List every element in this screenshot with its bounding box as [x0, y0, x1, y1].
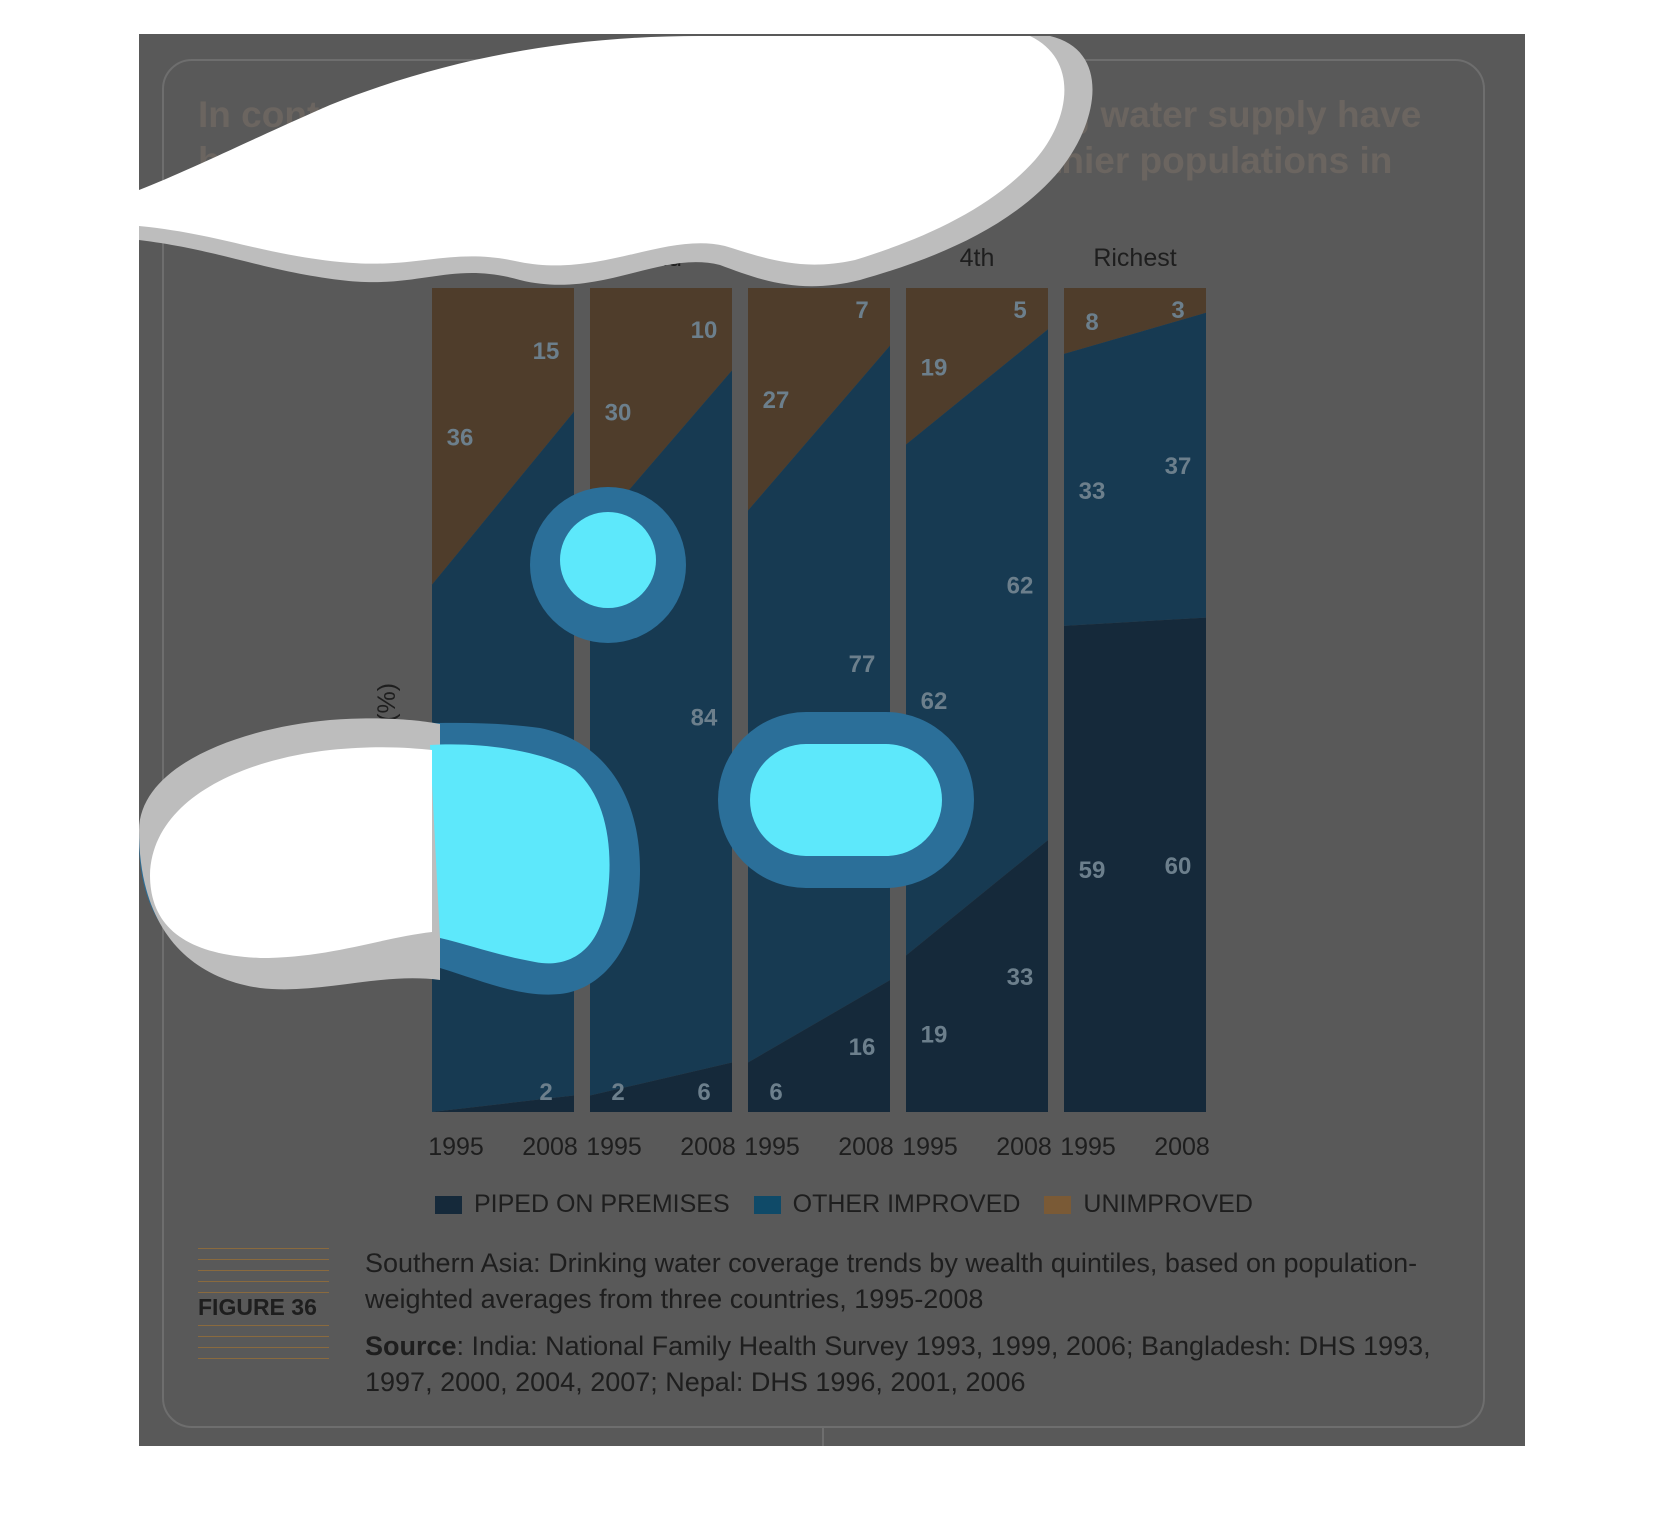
area-piped-2nd	[590, 1062, 732, 1112]
data-label-unimproved-poorest-1995: 36	[447, 424, 474, 451]
area-unimproved-3rd	[748, 288, 890, 511]
group-label-richest: Richest	[1093, 244, 1176, 272]
area-unimproved-4th	[906, 288, 1048, 445]
x-tick-richest-2008: 2008	[1154, 1133, 1210, 1161]
x-tick-4th-1995: 1995	[902, 1133, 958, 1161]
data-label-other-improved-poorest-2008: 83	[533, 742, 560, 769]
area-other-improved-richest	[1064, 312, 1206, 626]
x-tick-4th-2008: 2008	[996, 1133, 1052, 1161]
data-label-other-improved-3rd-2008: 77	[849, 651, 876, 678]
data-label-unimproved-3rd-1995: 27	[763, 387, 790, 414]
group-label-2nd: 2nd	[640, 244, 682, 272]
data-label-piped-on-premises-3rd-1995: 6	[769, 1079, 782, 1106]
data-label-other-improved-3rd-1995: 67	[763, 775, 790, 802]
figure-caption: Southern Asia: Drinking water coverage t…	[365, 1248, 1418, 1314]
source-label: Source	[365, 1331, 457, 1361]
legend-label-piped: PIPED ON PREMISES	[474, 1190, 730, 1218]
data-label-other-improved-poorest-1995: 64	[447, 836, 474, 863]
area-piped-4th	[906, 840, 1048, 1112]
legend-swatch-piped	[435, 1195, 462, 1214]
data-label-unimproved-4th-1995: 19	[921, 354, 948, 381]
data-label-other-improved-4th-1995: 62	[921, 688, 948, 715]
x-tick-2nd-2008: 2008	[680, 1133, 736, 1161]
data-label-piped-on-premises-4th-2008: 33	[1007, 964, 1034, 991]
group-label-4th: 4th	[960, 244, 995, 272]
x-tick-poorest-2008: 2008	[522, 1133, 578, 1161]
data-label-unimproved-2nd-1995: 30	[605, 400, 632, 427]
data-label-piped-on-premises-2nd-2008: 6	[697, 1079, 710, 1106]
area-piped-3rd	[748, 980, 890, 1112]
page-divider	[822, 1428, 824, 1446]
x-tick-2nd-1995: 1995	[586, 1133, 642, 1161]
data-label-other-improved-richest-1995: 33	[1079, 478, 1106, 505]
data-label-unimproved-2nd-2008: 10	[691, 317, 718, 344]
legend-swatch-other-improved	[753, 1195, 781, 1214]
data-label-other-improved-2nd-1995: 68	[605, 803, 632, 830]
legend-item-unimproved: UNIMPROVED	[1044, 1190, 1253, 1219]
x-tick-3rd-1995: 1995	[744, 1133, 800, 1161]
legend-item-piped: PIPED ON PREMISES	[435, 1190, 730, 1219]
legend-swatch-unimproved	[1044, 1195, 1072, 1214]
figure-label: FIGURE 36	[198, 1294, 329, 1321]
chart-legend: PIPED ON PREMISES OTHER IMPROVED UNIMPRO…	[435, 1190, 1277, 1219]
x-tick-3rd-2008: 2008	[838, 1133, 894, 1161]
area-unimproved-richest	[1064, 288, 1206, 354]
group-label-3rd: 3rd	[801, 244, 837, 272]
data-label-other-improved-2nd-2008: 84	[691, 704, 718, 731]
data-label-piped-on-premises-poorest-2008: 2	[539, 1079, 552, 1106]
legend-item-other-improved: OTHER IMPROVED	[753, 1190, 1021, 1219]
area-piped-poorest	[432, 1095, 574, 1112]
data-label-piped-on-premises-2nd-1995: 2	[611, 1079, 624, 1106]
data-label-piped-on-premises-richest-1995: 59	[1079, 857, 1106, 884]
data-label-other-improved-4th-2008: 62	[1007, 573, 1034, 600]
area-unimproved-2nd	[590, 288, 732, 536]
data-label-unimproved-4th-2008: 5	[1013, 297, 1026, 324]
data-label-unimproved-richest-1995: 8	[1085, 309, 1098, 336]
legend-label-unimproved: UNIMPROVED	[1083, 1190, 1253, 1218]
data-label-other-improved-richest-2008: 37	[1165, 453, 1192, 480]
data-label-unimproved-3rd-2008: 7	[855, 297, 868, 324]
data-label-unimproved-richest-2008: 3	[1171, 297, 1184, 324]
data-label-piped-on-premises-3rd-2008: 16	[849, 1034, 876, 1061]
figure-source: Source: India: National Family Health Su…	[365, 1328, 1465, 1400]
area-piped-richest	[1064, 617, 1206, 1112]
legend-label-other-improved: OTHER IMPROVED	[792, 1190, 1021, 1218]
data-label-unimproved-poorest-2008: 15	[533, 338, 560, 365]
data-label-piped-on-premises-4th-1995: 19	[921, 1022, 948, 1049]
area-unimproved-poorest	[432, 288, 574, 585]
data-label-piped-on-premises-richest-2008: 60	[1165, 853, 1192, 880]
group-label-poorest: Poorest	[460, 244, 546, 272]
source-text: : India: National Family Health Survey 1…	[365, 1331, 1431, 1397]
x-tick-richest-1995: 1995	[1060, 1133, 1116, 1161]
x-tick-poorest-1995: 1995	[428, 1133, 484, 1161]
y-axis-label: Coverage (%)	[373, 683, 401, 837]
